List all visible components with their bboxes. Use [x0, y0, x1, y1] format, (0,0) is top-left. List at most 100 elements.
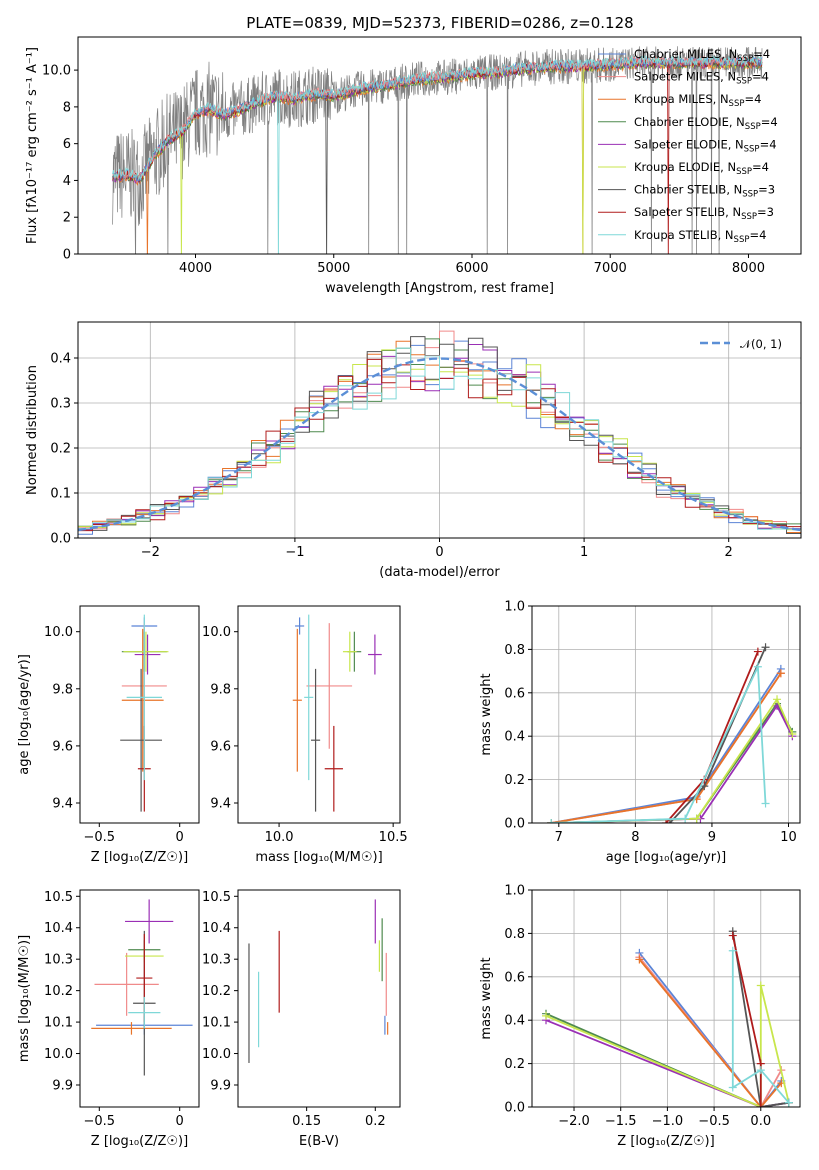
y-axis-label: age [log₁₀(age/yr)]	[17, 654, 32, 775]
plot-area	[547, 643, 797, 823]
x-tick-label: 0	[176, 1114, 184, 1129]
y-tick-label: 10.0	[202, 1047, 231, 1062]
y-tick-label: 10.0	[202, 625, 231, 640]
weight-line-kroupa_elodie	[551, 697, 794, 823]
weight-line-chabrier_miles	[638, 952, 783, 1107]
plot-area	[78, 330, 801, 535]
spectrum-panel: 4000 5000 6000 7000 8000 0 2 4 6 8 10.0 wavelength …	[25, 36, 802, 296]
y-axis-label: Flux [fλ10⁻¹⁷ erg cm⁻² s⁻¹ A⁻¹]	[25, 47, 40, 244]
y-tick-label: 10.4	[202, 921, 231, 936]
x-tick-label: 7000	[594, 261, 627, 276]
x-axis-label: wavelength [Angstrom, rest frame]	[325, 281, 554, 296]
axes-frame	[237, 605, 401, 824]
legend-label: Chabrier MILES, NSSP=4	[634, 47, 770, 64]
y-tick-label: 10.2	[44, 984, 73, 999]
weight-line-kroupa_stelib	[551, 666, 767, 823]
y-tick-label: 10.1	[202, 1016, 231, 1031]
weight-marker-kroupa_elodie	[756, 981, 765, 990]
weight-marker-salpeter_stelib	[753, 647, 762, 656]
x-tick-label: 10.5	[379, 830, 408, 845]
weight-marker-kroupa_elodie	[692, 814, 701, 823]
mass-vs-ebv-panel: 0.15 0.2 9.9 10.0 10.1 10.2 10.3 10.4 10.5 E(B-V)	[202, 889, 401, 1149]
x-tick-label: −0.5	[84, 1114, 116, 1129]
legend-label: Salpeter STELIB, NSSP=3	[634, 205, 774, 222]
figure-title: PLATE=0839, MJD=52373, FIBERID=0286, z=0…	[246, 14, 633, 32]
plot-area	[91, 899, 193, 1076]
y-tick-label: 0.4	[504, 1014, 525, 1029]
x-tick-label: 8	[631, 830, 639, 845]
legend-label: Chabrier ELODIE, NSSP=4	[634, 115, 778, 132]
y-tick-label: 0.2	[504, 1057, 525, 1072]
x-tick-label: −1.0	[652, 1114, 684, 1129]
y-tick-label: 1.0	[504, 600, 525, 615]
gaussian-curve	[78, 357, 801, 532]
weight-line-chabrier_elodie	[551, 701, 794, 823]
x-tick-label: 2	[725, 545, 733, 560]
x-tick-label: 10.0	[265, 830, 294, 845]
x-axis-label: Z [log₁₀(Z/Z☉)]	[91, 1134, 188, 1149]
y-tick-label: 0.6	[504, 686, 525, 701]
y-tick-label: 1.0	[504, 884, 525, 899]
y-tick-label: 10.3	[44, 953, 73, 968]
legend-label: 𝒩(0, 1)	[740, 337, 782, 351]
x-tick-label: 1	[580, 545, 588, 560]
x-tick-label: −1	[285, 545, 304, 560]
y-tick-label: 9.4	[210, 797, 231, 812]
x-tick-label: 7	[555, 830, 563, 845]
legend-label: Chabrier STELIB, NSSP=3	[634, 183, 775, 200]
y-axis-label: mass [log₁₀(M/M☉)]	[17, 935, 32, 1062]
weight-marker-kroupa_stelib	[681, 814, 690, 823]
x-axis-label: (data-model)/error	[379, 565, 500, 580]
y-tick-label: 9.9	[52, 1078, 73, 1093]
weight-marker-salpeter_stelib	[728, 931, 737, 940]
plot-area	[248, 899, 389, 1063]
histogram-kroupa_stelib	[78, 347, 801, 535]
weight-line-kroupa_stelib	[731, 950, 790, 1104]
x-tick-label: −1.5	[605, 1114, 637, 1129]
y-tick-label: 0.2	[504, 773, 525, 788]
y-tick-label: 2	[63, 211, 71, 226]
axes-frame	[79, 889, 200, 1108]
y-tick-label: 10.0	[42, 64, 71, 79]
x-axis-label: E(B-V)	[299, 1134, 339, 1149]
x-tick-label: −2.0	[558, 1114, 590, 1129]
x-tick-label: −0.5	[84, 830, 116, 845]
x-tick-label: 0	[176, 830, 184, 845]
x-axis-label: age [log₁₀(age/yr)]	[606, 850, 727, 865]
x-tick-label: 8000	[732, 261, 765, 276]
weight-marker-kroupa_miles	[635, 955, 644, 964]
y-axis-label: mass weight	[479, 673, 494, 755]
y-tick-label: 0.4	[50, 352, 71, 367]
weight-marker-chabrier_stelib	[761, 643, 770, 652]
legend-label: Kroupa STELIB, NSSP=4	[634, 228, 766, 245]
mass-vs-metallicity-panel: −0.5 0 9.9 10.0 10.1 10.2 10.3 10.4 10.5 Z [log₁₀…	[17, 889, 200, 1149]
y-tick-label: 6	[63, 137, 71, 152]
age-vs-mass-panel: 10.0 10.5 9.4 9.6 9.8 10.0 mass [log₁₀(M/M☉)]	[202, 605, 408, 865]
x-tick-label: 9	[708, 830, 716, 845]
legend-label: Kroupa ELODIE, NSSP=4	[634, 160, 769, 177]
y-tick-label: 0.8	[504, 643, 525, 658]
y-tick-label: 0.1	[50, 487, 71, 502]
mass-weight-vs-metallicity-panel: −2.0 −1.5 −1.0 −0.5 0.0 0.0 0.2 0.4 0.6 0.8 1.0 Z […	[479, 884, 801, 1149]
weight-marker-chabrier_stelib	[665, 819, 674, 823]
axes-frame	[237, 889, 401, 1108]
axes-frame	[77, 321, 802, 539]
plot-area	[112, 46, 763, 254]
age-vs-metallicity-panel: −0.5 0 9.4 9.6 9.8 10.0 Z [log₁₀(Z/Z☉)] age [lo…	[17, 605, 200, 865]
y-axis-label: mass weight	[479, 957, 494, 1039]
x-axis-label: Z [log₁₀(Z/Z☉)]	[91, 850, 188, 865]
x-tick-label: 4000	[179, 261, 212, 276]
x-tick-label: 0.0	[750, 1114, 771, 1129]
weight-line-salpeter_elodie	[551, 704, 794, 823]
x-axis-label: mass [log₁₀(M/M☉)]	[255, 850, 382, 865]
y-tick-label: 0.0	[50, 532, 71, 547]
weight-marker-kroupa_elodie	[788, 730, 797, 739]
y-tick-label: 10.2	[202, 984, 231, 999]
y-tick-label: 10.0	[44, 1047, 73, 1062]
axes-frame	[79, 605, 200, 824]
y-tick-label: 10.1	[44, 1016, 73, 1031]
weight-marker-kroupa_stelib	[547, 819, 556, 823]
y-tick-label: 8	[63, 100, 71, 115]
weight-line-kroupa_miles	[638, 958, 782, 1107]
